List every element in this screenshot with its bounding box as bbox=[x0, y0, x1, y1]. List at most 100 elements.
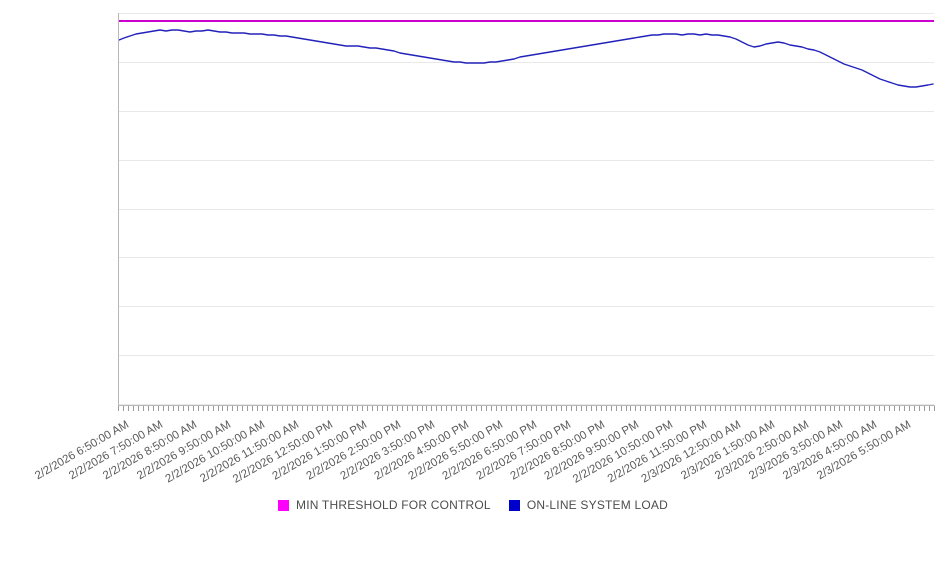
legend-item[interactable]: ON-LINE SYSTEM LOAD bbox=[508, 498, 668, 512]
x-axis-tick bbox=[148, 406, 149, 411]
x-axis-tick bbox=[899, 406, 900, 411]
legend-color-swatch bbox=[278, 499, 290, 511]
x-axis-tick bbox=[262, 406, 263, 411]
x-axis-tick bbox=[621, 406, 622, 411]
x-axis-tick bbox=[650, 406, 651, 411]
x-axis-tick bbox=[725, 406, 726, 411]
x-axis-tick bbox=[208, 406, 209, 411]
x-axis-tick bbox=[596, 406, 597, 411]
x-axis-tick bbox=[446, 406, 447, 411]
x-axis-tick bbox=[790, 406, 791, 411]
x-axis-tick bbox=[715, 406, 716, 411]
x-axis-tick bbox=[257, 406, 258, 411]
x-axis-tick bbox=[660, 406, 661, 411]
x-axis-tick bbox=[153, 406, 154, 411]
gridline bbox=[118, 111, 934, 112]
x-axis-tick bbox=[576, 406, 577, 411]
x-axis-tick bbox=[909, 406, 910, 411]
x-axis-tick bbox=[267, 406, 268, 411]
legend-label: ON-LINE SYSTEM LOAD bbox=[526, 498, 668, 512]
x-axis-tick bbox=[218, 406, 219, 411]
x-axis-tick bbox=[670, 406, 671, 411]
x-axis-tick bbox=[138, 406, 139, 411]
x-axis-tick bbox=[143, 406, 144, 411]
x-axis-tick bbox=[506, 406, 507, 411]
x-axis-tick bbox=[322, 406, 323, 411]
x-axis-tick bbox=[237, 406, 238, 411]
x-axis-tick bbox=[675, 406, 676, 411]
x-axis-tick bbox=[486, 406, 487, 411]
x-axis-tick bbox=[566, 406, 567, 411]
x-axis-tick bbox=[118, 406, 119, 411]
x-axis-tick bbox=[730, 406, 731, 411]
legend-item[interactable]: MIN THRESHOLD FOR CONTROL bbox=[278, 498, 491, 512]
x-axis-tick bbox=[810, 406, 811, 411]
x-axis-tick bbox=[521, 406, 522, 411]
x-axis-tick bbox=[879, 406, 880, 411]
x-axis-tick bbox=[252, 406, 253, 411]
x-axis-tick bbox=[282, 406, 283, 411]
x-axis-tick bbox=[158, 406, 159, 411]
x-axis-tick bbox=[884, 406, 885, 411]
x-axis-tick bbox=[929, 406, 930, 411]
x-axis-tick bbox=[203, 406, 204, 411]
x-axis-tick bbox=[332, 406, 333, 411]
plot-area bbox=[118, 13, 934, 405]
x-axis-tick bbox=[690, 406, 691, 411]
x-axis-tick bbox=[451, 406, 452, 411]
x-axis-tick bbox=[919, 406, 920, 411]
x-axis-tick bbox=[352, 406, 353, 411]
x-axis-tick bbox=[626, 406, 627, 411]
x-axis-tick bbox=[815, 406, 816, 411]
x-axis-tick bbox=[342, 406, 343, 411]
x-axis-tick bbox=[795, 406, 796, 411]
x-axis-tick bbox=[894, 406, 895, 411]
gridline bbox=[118, 404, 934, 405]
x-axis-tick bbox=[277, 406, 278, 411]
x-axis-tick bbox=[128, 406, 129, 411]
x-axis-tick bbox=[825, 406, 826, 411]
x-axis-tick bbox=[307, 406, 308, 411]
x-axis-tick bbox=[834, 406, 835, 411]
gridline bbox=[118, 13, 934, 14]
x-axis-tick bbox=[745, 406, 746, 411]
x-axis-tick bbox=[456, 406, 457, 411]
x-axis-tick bbox=[735, 406, 736, 411]
gridline bbox=[118, 209, 934, 210]
x-axis-tick bbox=[511, 406, 512, 411]
x-axis-tick bbox=[242, 406, 243, 411]
x-axis-tick bbox=[402, 406, 403, 411]
x-axis-tick bbox=[770, 406, 771, 411]
x-axis-tick bbox=[551, 406, 552, 411]
x-axis-tick bbox=[556, 406, 557, 411]
x-axis-tick bbox=[287, 406, 288, 411]
x-axis-tick bbox=[775, 406, 776, 411]
x-axis-tick bbox=[372, 406, 373, 411]
x-axis-tick bbox=[501, 406, 502, 411]
x-axis-tick bbox=[546, 406, 547, 411]
x-axis-tick bbox=[839, 406, 840, 411]
x-axis-tick bbox=[461, 406, 462, 411]
x-axis-tick bbox=[874, 406, 875, 411]
x-axis-tick bbox=[481, 406, 482, 411]
x-axis-tick bbox=[198, 406, 199, 411]
x-axis-tick bbox=[859, 406, 860, 411]
x-axis-tick bbox=[407, 406, 408, 411]
x-axis-tick bbox=[695, 406, 696, 411]
x-axis-tick bbox=[800, 406, 801, 411]
x-axis-tick bbox=[685, 406, 686, 411]
legend-color-swatch bbox=[508, 499, 520, 511]
x-axis-tick bbox=[382, 406, 383, 411]
x-axis-tick bbox=[213, 406, 214, 411]
x-axis-tick bbox=[561, 406, 562, 411]
x-axis-tick bbox=[312, 406, 313, 411]
x-axis-tick bbox=[849, 406, 850, 411]
chart-legend: MIN THRESHOLD FOR CONTROL ON-LINE SYSTEM … bbox=[0, 494, 946, 516]
series-layer bbox=[118, 20, 934, 88]
x-axis-tick bbox=[327, 406, 328, 411]
y-axis-line bbox=[118, 13, 119, 406]
x-axis-tick bbox=[357, 406, 358, 411]
x-axis-tick bbox=[222, 406, 223, 411]
x-axis-tick bbox=[317, 406, 318, 411]
x-axis-tick bbox=[183, 406, 184, 411]
